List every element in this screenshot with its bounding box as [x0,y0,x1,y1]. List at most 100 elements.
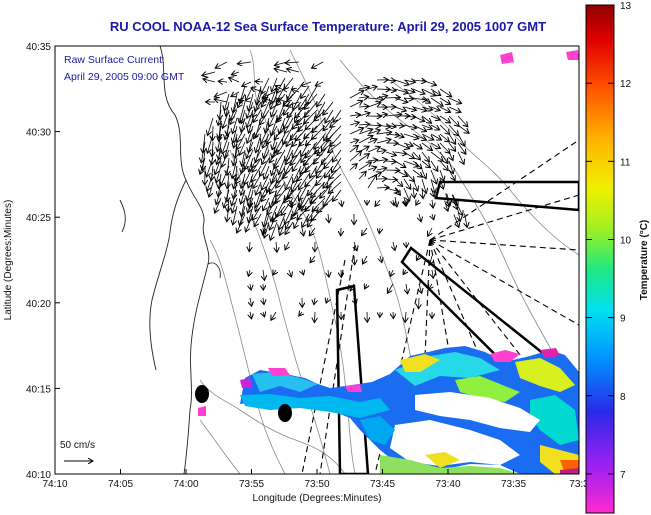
current-vector [316,173,326,186]
current-vector [233,133,237,148]
current-vector [439,151,448,164]
current-vector [274,69,288,72]
current-vector [207,173,214,191]
current-vector [457,124,469,133]
current-vector [358,113,370,116]
current-vector [262,133,270,148]
current-vector [285,149,294,165]
current-vector [209,181,214,197]
current-vector [241,109,245,124]
current-vector [412,169,423,177]
current-vector [403,89,415,92]
current-vector [376,96,388,98]
current-vector [307,205,318,222]
current-vector [247,181,254,201]
y-axis-label: Latitude (Degrees:Minutes) [3,200,14,321]
current-vector [287,181,302,199]
current-vector [403,133,419,139]
current-vector [245,213,254,232]
current-vector [403,98,414,99]
current-vector [295,109,302,123]
current-vector [394,97,408,102]
current-vector [228,197,229,212]
current-vector [263,141,270,158]
colorbar-ticks: 13 12 11 10 9 8 7 [586,1,632,481]
radar-site-marker [195,385,209,403]
current-vector [328,181,342,193]
current-vector [302,213,310,227]
current-vector [218,109,221,125]
current-vector [216,165,222,183]
current-vector [311,181,326,198]
current-vector [276,173,286,188]
current-vector [403,270,406,275]
surface-current-vectors [200,62,469,323]
current-vector [314,311,315,323]
current-vector [326,125,342,142]
current-vector [250,283,251,290]
current-vector [311,189,326,204]
current-vector [244,165,254,185]
current-vector [457,133,465,146]
current-vector [430,88,441,96]
current-vector [221,165,230,186]
current-vector [274,149,286,169]
current-vector [214,91,228,97]
current-vector [224,189,230,208]
current-vector [293,93,302,110]
current-vector [305,197,318,211]
current-vector [256,189,262,207]
current-vector [202,72,216,76]
current-vector [233,181,238,199]
current-vector [276,197,286,218]
current-vector [403,187,410,201]
current-vector [323,173,334,188]
current-vector [367,175,377,189]
current-vector [222,109,230,128]
current-vector [405,311,406,322]
current-vector [315,82,324,86]
current-vector [273,270,276,275]
current-vector [358,162,371,171]
current-vector [430,97,443,106]
x-tick-label: 73:55 [239,479,264,490]
map-plot-area: Raw Surface Current: April 29, 2005 09:0… [55,46,579,474]
current-vector [448,133,456,144]
current-vector [292,133,302,147]
current-vector [245,149,254,170]
current-vector [430,107,440,110]
current-vector [284,77,294,89]
current-vector [380,255,382,263]
current-vector [285,157,294,174]
x-tick-label: 73:50 [304,479,329,490]
current-vector [308,181,318,196]
current-vector [316,101,326,118]
current-vector [304,125,318,139]
current-vector [248,133,254,153]
current-vector [385,114,402,116]
current-vector [316,165,326,178]
current-vector [229,78,240,83]
current-vector [376,187,389,188]
current-vector [230,101,238,120]
current-vector [301,82,312,86]
current-vector [394,134,404,137]
current-vector [241,189,246,204]
current-vector [269,181,278,194]
current-vector [385,97,400,98]
current-vector [354,241,357,251]
current-vector [286,133,294,147]
current-vector [284,109,294,129]
current-vector [413,187,415,198]
current-vector [230,109,238,125]
current-vector [412,142,422,149]
current-vector [403,169,414,182]
current-vector [291,149,302,165]
current-vector [241,117,246,132]
current-vector [387,283,394,293]
current-vector [215,197,222,213]
current-vector [430,116,440,120]
colorbar-tick-label: 11 [620,157,631,168]
current-vector [273,200,276,205]
current-vector [256,181,262,195]
